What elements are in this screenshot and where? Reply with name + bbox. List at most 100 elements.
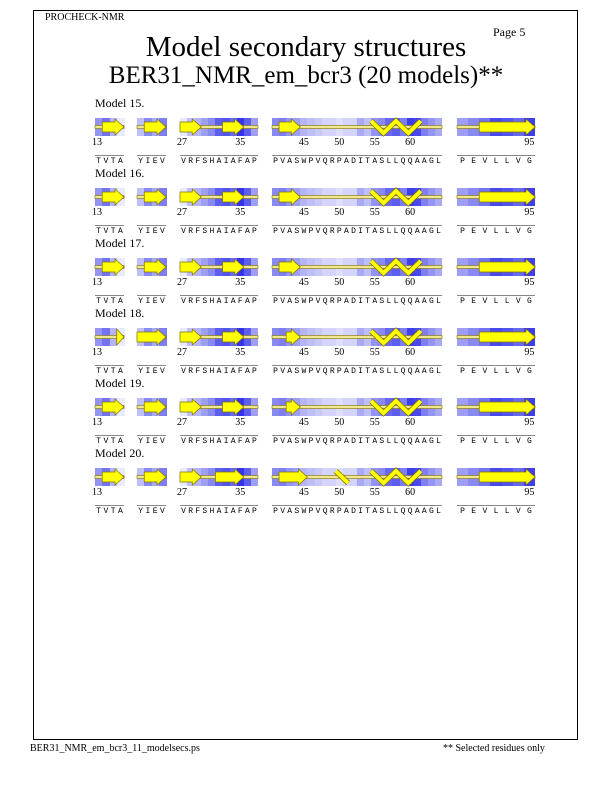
- segment-bar: [456, 398, 536, 416]
- helix-zigzag: [369, 258, 423, 276]
- helix-zigzag: [334, 469, 350, 485]
- residue-number: 45: [298, 137, 309, 148]
- strand-arrow: [285, 398, 301, 416]
- sequence-rule: [272, 155, 442, 156]
- model-row: Model 15. 13 TVTA YIEV 27 35 VRFSHAIAFAP 45 50 55…: [0, 96, 612, 166]
- model-row: Model 16. 13 TVTA YIEV 27 35 VRFSHAIAFAP 45 50 55…: [0, 166, 612, 236]
- sequence-rule: [180, 155, 258, 156]
- residue-number: 95: [524, 487, 535, 498]
- segment-bar: [271, 257, 443, 277]
- residue-number: 60: [405, 207, 416, 218]
- strand-arrow: [116, 328, 125, 346]
- segment-bar: [271, 117, 443, 137]
- sequence-rule: [95, 435, 124, 436]
- strand-arrow: [143, 188, 167, 206]
- secondary-structure: [179, 468, 259, 486]
- strand-arrow: [478, 188, 536, 206]
- segment-bar: [456, 188, 536, 206]
- residue-number: 55: [369, 347, 380, 358]
- model-row: Model 17. 13 TVTA YIEV 27 35 VRFSHAIAFAP 45 50 55…: [0, 236, 612, 306]
- coil-line: [271, 265, 443, 269]
- sequence: PVASWPVQRPADITASLLQQAAGL: [273, 437, 444, 446]
- sequence-rule: [457, 435, 535, 436]
- strand-arrow: [222, 118, 245, 136]
- sequence: YIEV: [138, 437, 168, 446]
- segment-bar: [456, 328, 536, 346]
- model-row: Model 20. 13 TVTA YIEV 27 35 VRFSHAIAFAP 45 50 55…: [0, 446, 612, 516]
- coil-line: [271, 335, 443, 339]
- helix-zigzag: [369, 328, 423, 346]
- model-label: Model 17.: [95, 236, 145, 250]
- secondary-structure: [94, 188, 125, 206]
- residue-number: 55: [369, 487, 380, 498]
- segment-bar: [94, 328, 125, 346]
- model-label: Model 20.: [95, 446, 145, 460]
- residue-number: 45: [298, 347, 309, 358]
- model-row: Model 19. 13 TVTA YIEV 27 35 VRFSHAIAFAP 45 50 55…: [0, 376, 612, 446]
- segment-bar: [136, 188, 167, 206]
- sequence-rule: [137, 225, 166, 226]
- residue-number: 35: [235, 347, 246, 358]
- segment-bar: [136, 398, 167, 416]
- secondary-structure: [456, 398, 536, 416]
- sequence-rule: [272, 225, 442, 226]
- segment-bar: [271, 467, 443, 487]
- residue-number: 95: [524, 277, 535, 288]
- strand-arrow: [101, 468, 125, 486]
- residue-number: 95: [524, 207, 535, 218]
- strand-arrow: [478, 118, 536, 136]
- helix-zigzag: [369, 468, 423, 486]
- strand-arrow: [136, 328, 167, 346]
- secondary-structure: [94, 398, 125, 416]
- helix-zigzag: [369, 118, 423, 136]
- strand-arrow: [278, 118, 301, 136]
- strand-arrow: [222, 188, 245, 206]
- residue-number: 27: [177, 417, 187, 428]
- residue-number: 50: [334, 347, 345, 358]
- segment-bar: [94, 188, 125, 206]
- secondary-structure: [179, 258, 259, 276]
- residue-number: 55: [369, 137, 380, 148]
- strand-arrow: [278, 188, 301, 206]
- residue-number: 35: [235, 207, 246, 218]
- segment-bar: [271, 187, 443, 207]
- sequence-rule: [457, 365, 535, 366]
- secondary-structure: [271, 117, 443, 137]
- residue-number: 35: [235, 277, 246, 288]
- sequence: YIEV: [138, 367, 168, 376]
- sequence: VRFSHAIAFAP: [181, 157, 260, 166]
- strand-arrow: [215, 468, 245, 486]
- sequence: VRFSHAIAFAP: [181, 297, 260, 306]
- residue-number: 35: [235, 417, 246, 428]
- strand-arrow: [143, 468, 167, 486]
- sequence-rule: [457, 225, 535, 226]
- residue-number: 13: [92, 347, 102, 358]
- secondary-structure: [94, 468, 125, 486]
- sequence: TVTA: [96, 367, 126, 376]
- secondary-structure: [456, 258, 536, 276]
- footer-filename: BER31_NMR_em_bcr3_11_modelsecs.ps: [30, 743, 200, 754]
- strand-arrow: [222, 398, 245, 416]
- residue-number: 27: [177, 277, 187, 288]
- coil-line: [271, 405, 443, 409]
- secondary-structure: [271, 327, 443, 347]
- model-label: Model 15.: [95, 96, 145, 110]
- strand-arrow: [179, 118, 202, 136]
- strand-arrow: [478, 468, 536, 486]
- strand-arrow: [478, 398, 536, 416]
- model-label: Model 19.: [95, 376, 145, 390]
- segment-bar: [94, 468, 125, 486]
- secondary-structure: [271, 397, 443, 417]
- residue-number: 27: [177, 487, 187, 498]
- secondary-structure: [136, 118, 167, 136]
- residue-number: 45: [298, 487, 309, 498]
- residue-number: 13: [92, 487, 102, 498]
- strand-arrow: [285, 328, 301, 346]
- segment-bar: [179, 328, 259, 346]
- residue-number: 27: [177, 207, 187, 218]
- sequence-rule: [180, 365, 258, 366]
- secondary-structure: [94, 328, 125, 346]
- strand-arrow: [179, 468, 202, 486]
- sequence: TVTA: [96, 507, 126, 516]
- program-name: PROCHECK-NMR: [45, 12, 125, 23]
